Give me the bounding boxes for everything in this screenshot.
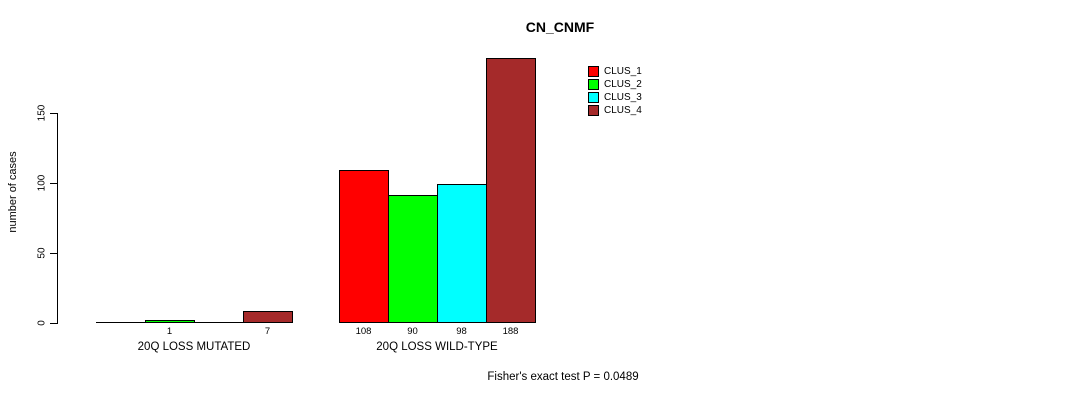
bar-clus_1-group1 bbox=[96, 322, 146, 323]
footnote: Fisher's exact test P = 0.0489 bbox=[487, 371, 639, 383]
bar-value-label: 1 bbox=[166, 326, 173, 337]
legend-label: CLUS_2 bbox=[604, 79, 642, 90]
y-axis-label: number of cases bbox=[7, 151, 19, 233]
bar-clus_4-group1 bbox=[243, 311, 293, 323]
y-tick-mark bbox=[50, 113, 57, 114]
legend-item-clus_4: CLUS_4 bbox=[588, 104, 642, 117]
legend-swatch-icon bbox=[588, 66, 599, 77]
legend: CLUS_1 CLUS_2 CLUS_3 CLUS_4 bbox=[588, 65, 642, 117]
legend-item-clus_3: CLUS_3 bbox=[588, 91, 642, 104]
bar-value-label: 108 bbox=[355, 326, 372, 337]
bar-clus_3-group1 bbox=[194, 322, 244, 323]
y-tick-mark bbox=[50, 253, 57, 254]
chart-title: CN_CNMF bbox=[525, 19, 595, 35]
legend-swatch-icon bbox=[588, 92, 599, 103]
bar-clus_2-group1 bbox=[145, 320, 195, 323]
bar-clus_1-group2 bbox=[339, 170, 389, 323]
y-tick-mark bbox=[50, 183, 57, 184]
y-tick-label: 150 bbox=[36, 104, 48, 122]
bar-clus_3-group2 bbox=[437, 184, 487, 323]
legend-swatch-icon bbox=[588, 79, 599, 90]
bar-clus_2-group2 bbox=[388, 195, 438, 323]
group-label-1: 20Q LOSS MUTATED bbox=[137, 341, 251, 353]
y-tick-label: 0 bbox=[36, 320, 48, 326]
y-tick-label: 50 bbox=[36, 247, 48, 259]
legend-label: CLUS_4 bbox=[604, 105, 642, 116]
legend-item-clus_1: CLUS_1 bbox=[588, 65, 642, 78]
legend-item-clus_2: CLUS_2 bbox=[588, 78, 642, 91]
legend-label: CLUS_1 bbox=[604, 66, 642, 77]
bar-value-label: 7 bbox=[264, 326, 271, 337]
group-label-2: 20Q LOSS WILD-TYPE bbox=[376, 341, 498, 353]
bar-clus_4-group2 bbox=[486, 58, 536, 323]
y-axis-line bbox=[57, 113, 58, 324]
y-tick-mark bbox=[50, 323, 57, 324]
bar-value-label: 90 bbox=[407, 326, 418, 337]
y-tick-label: 100 bbox=[36, 174, 48, 192]
bar-value-label: 98 bbox=[456, 326, 467, 337]
legend-swatch-icon bbox=[588, 105, 599, 116]
legend-label: CLUS_3 bbox=[604, 92, 642, 103]
bar-value-label: 188 bbox=[502, 326, 519, 337]
